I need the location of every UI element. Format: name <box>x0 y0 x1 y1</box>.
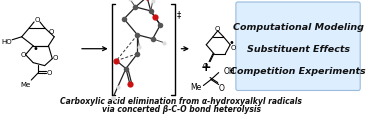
Text: O: O <box>218 83 225 92</box>
Text: •: • <box>32 43 38 53</box>
Text: via concerted β-C-O bond heterolysis: via concerted β-C-O bond heterolysis <box>102 104 261 113</box>
Text: O: O <box>215 26 220 32</box>
Text: O: O <box>21 51 26 57</box>
Text: Me: Me <box>20 81 31 87</box>
Text: OH: OH <box>223 66 235 75</box>
Text: •: • <box>228 37 234 47</box>
Text: O: O <box>49 29 54 35</box>
Text: HO: HO <box>1 38 12 44</box>
Text: Computational Modeling: Computational Modeling <box>232 23 364 32</box>
Text: O: O <box>203 62 208 68</box>
Text: O: O <box>53 54 58 60</box>
Text: Me: Me <box>190 82 201 91</box>
Text: ‡: ‡ <box>177 10 181 19</box>
Text: Competition Experiments: Competition Experiments <box>230 66 366 75</box>
Text: O: O <box>47 69 52 75</box>
FancyBboxPatch shape <box>236 3 360 91</box>
Text: Substituent Effects: Substituent Effects <box>246 45 350 54</box>
Text: O: O <box>230 44 236 50</box>
Text: Carboxylic acid elimination from α-hydroxyalkyl radicals: Carboxylic acid elimination from α-hydro… <box>60 96 302 105</box>
Text: O: O <box>34 17 40 23</box>
Text: +: + <box>201 61 212 73</box>
